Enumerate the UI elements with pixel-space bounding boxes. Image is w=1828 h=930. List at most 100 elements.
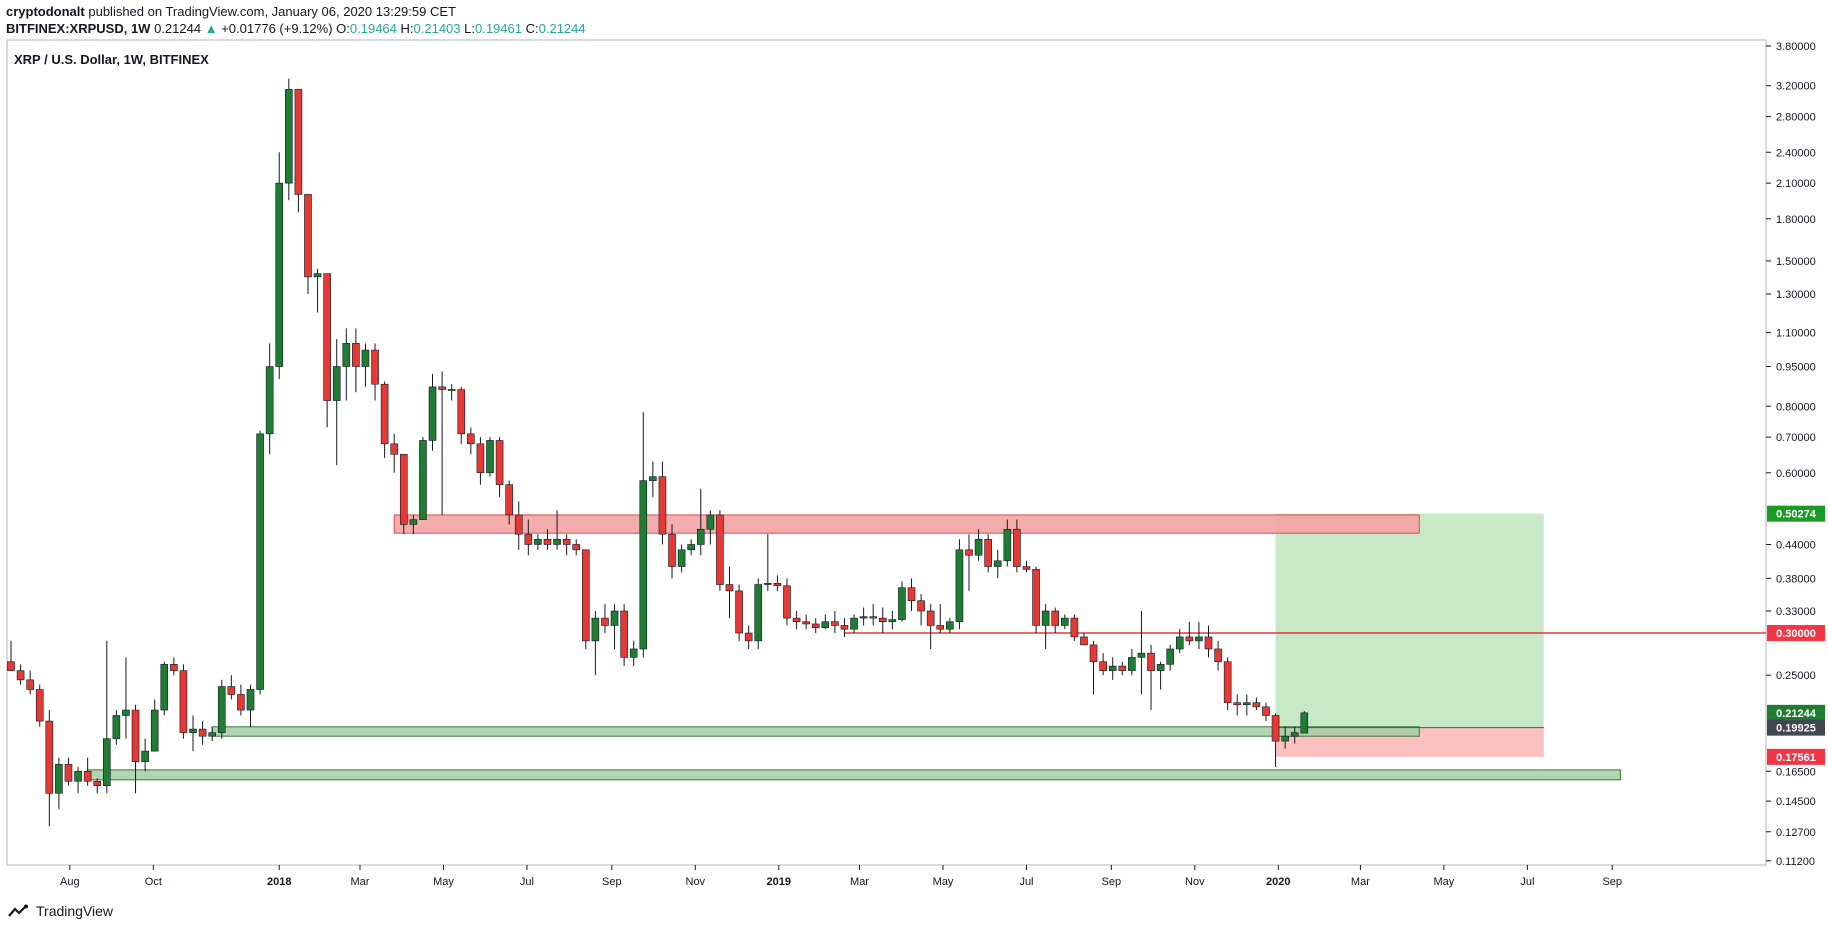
candle-down <box>438 386 446 390</box>
candle-up <box>1128 657 1136 671</box>
price-badge <box>1767 505 1825 522</box>
candle-down <box>572 544 581 551</box>
candle-down <box>371 349 379 385</box>
candle-up <box>754 584 763 642</box>
resistance-zone-0 <box>393 514 1420 534</box>
candle-down <box>16 670 25 681</box>
candle-up <box>1281 735 1289 742</box>
low-value: 0.19461 <box>474 21 522 36</box>
x-tick-label: May <box>933 876 954 888</box>
candle-up <box>103 738 111 787</box>
candle-down <box>543 538 552 545</box>
open-value: 0.19464 <box>349 21 397 36</box>
x-tick-label: Jul <box>1520 876 1534 888</box>
candle-down <box>1118 665 1127 671</box>
y-tick-label: 0.33000 <box>1776 606 1816 618</box>
candle-down <box>198 728 207 737</box>
x-tick-label: 2019 <box>767 876 791 888</box>
price-axis[interactable]: 0.11200 0.12700 0.14500 0.16500 0.25000 0.330… <box>1766 41 1816 868</box>
candle-down <box>505 484 513 516</box>
candle-down <box>840 625 849 630</box>
candle-up <box>888 619 897 623</box>
candle-down <box>965 549 973 556</box>
y-tick-label: 1.30000 <box>1776 289 1816 301</box>
low-label: L: <box>464 21 475 36</box>
candle-up <box>1166 648 1174 665</box>
candle-down <box>581 549 590 642</box>
candle-up <box>1300 712 1309 734</box>
change-value: +0.01776 (+9.12%) <box>221 21 333 36</box>
candle-down <box>1099 661 1107 671</box>
zone-layer <box>87 513 1766 781</box>
y-tick-label: 3.80000 <box>1776 41 1816 53</box>
candle-down <box>917 600 925 612</box>
candle-down <box>467 433 475 445</box>
x-tick-label: Nov <box>1185 876 1205 888</box>
price-badge <box>1767 719 1825 736</box>
candle-up <box>160 664 169 711</box>
y-tick-label: 0.25000 <box>1776 670 1816 682</box>
x-tick-label: 2018 <box>267 876 291 888</box>
candle-down <box>1147 652 1155 671</box>
high-label: H: <box>400 21 414 36</box>
candle-down <box>1204 636 1213 650</box>
candle-down <box>773 582 782 587</box>
candle-up <box>610 610 619 626</box>
time-axis[interactable]: Aug Oct 2018 Mar May Jul Sep Nov 2019 Mar May Jul Se… <box>60 865 1622 888</box>
symbol-label: BITFINEX:XRPUSD, 1W <box>6 21 151 36</box>
y-tick-label: 1.80000 <box>1776 214 1816 226</box>
candle-up <box>313 273 322 278</box>
candle-up <box>1108 665 1117 671</box>
candle-up <box>208 732 216 737</box>
price-badge <box>1767 748 1825 765</box>
x-tick-label: Oct <box>145 876 162 888</box>
candle-down <box>1032 569 1040 626</box>
candle-down <box>1262 706 1270 716</box>
candle-up <box>285 89 293 184</box>
candle-up <box>553 538 561 545</box>
candle-down <box>514 514 523 535</box>
candle-up <box>1003 528 1012 562</box>
candle-up <box>955 549 964 623</box>
candle-up <box>428 386 437 441</box>
candle-up <box>649 476 657 481</box>
candle-down <box>620 610 628 658</box>
price-badge-label: 0.17561 <box>1776 752 1816 764</box>
candle-up <box>1061 617 1069 626</box>
candle-down <box>476 443 485 474</box>
tradingview-logo[interactable]: TradingView <box>8 903 113 919</box>
y-tick-label: 3.20000 <box>1776 81 1816 93</box>
candle-down <box>93 780 102 787</box>
x-tick-label: Sep <box>1102 876 1122 888</box>
y-tick-label: 1.50000 <box>1776 256 1816 268</box>
candle-up <box>591 617 600 642</box>
candle-down <box>878 617 887 623</box>
close-value: 0.21244 <box>538 21 586 36</box>
publish-info: cryptodonalt published on TradingView.co… <box>6 4 456 19</box>
candle-down <box>495 440 504 485</box>
author-name[interactable]: cryptodonalt <box>6 4 85 19</box>
candle-down <box>1070 617 1079 638</box>
candle-up <box>534 538 542 545</box>
y-tick-label: 1.10000 <box>1776 328 1816 340</box>
publish-note: published on TradingView.com, January 06… <box>88 4 456 19</box>
candle-up <box>275 182 284 367</box>
change-arrow-icon: ▲ <box>204 21 218 36</box>
candle-down <box>562 538 571 545</box>
price-badge-label: 0.30000 <box>1776 628 1816 640</box>
last-price: 0.21244 <box>154 21 202 36</box>
candle-up <box>419 440 427 520</box>
y-tick-label: 2.40000 <box>1776 147 1816 159</box>
candle-up <box>946 621 954 630</box>
x-tick-label: Jul <box>1019 876 1033 888</box>
candle-up <box>256 433 264 690</box>
candle-down <box>304 194 312 278</box>
x-tick-label: Mar <box>1351 876 1370 888</box>
candle-up <box>821 621 830 628</box>
close-label: C: <box>525 21 539 36</box>
candle-down <box>352 343 360 367</box>
candle-up <box>850 617 858 630</box>
y-tick-label: 0.95000 <box>1776 362 1816 374</box>
candle-up <box>141 750 149 762</box>
